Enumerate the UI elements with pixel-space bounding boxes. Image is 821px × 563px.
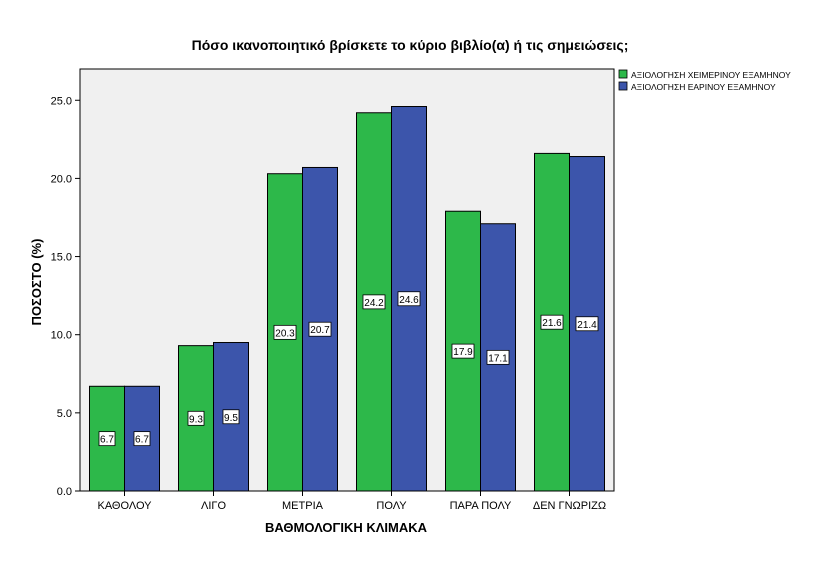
data-label: 17.1 xyxy=(488,353,508,364)
data-label-box xyxy=(397,291,421,307)
data-label-box xyxy=(540,314,564,330)
y-tick-label: 5.0 xyxy=(57,408,72,420)
x-tick-label: ΠΑΡΑ ΠΟΛΥ xyxy=(450,500,512,512)
y-tick-label: 20.0 xyxy=(51,173,72,185)
data-label-box xyxy=(187,410,205,426)
data-label-box xyxy=(273,324,297,340)
legend: ΑΞΙΟΛΟΓΗΣΗ ΧΕΙΜΕΡΙΝΟΥ ΕΞΑΜΗΝΟΥ ΑΞΙΟΛΟΓΗΣΗ… xyxy=(618,69,791,92)
plot-area: 0.0 5.0 10.0 15.0 20.0 25.0 ΚΑΘΟΛΟΥ 6.7 6.7 ΛΙΓΟ 9… xyxy=(51,68,615,512)
y-tick-label: 25.0 xyxy=(51,95,72,107)
data-label-box xyxy=(451,343,475,359)
y-axis-label: ΠΟΣΟΣΤΟ (%) xyxy=(29,239,44,326)
data-label-box xyxy=(222,409,240,425)
data-label-box xyxy=(486,349,510,365)
data-label: 24.2 xyxy=(364,298,384,309)
plot-background xyxy=(79,68,615,492)
data-label: 20.3 xyxy=(275,328,295,339)
chart-title: Πόσο ικανοποιητικό βρίσκετε το κύριο βιβ… xyxy=(192,37,629,53)
legend-swatch xyxy=(618,81,628,91)
data-label: 9.5 xyxy=(224,413,238,424)
data-label-box xyxy=(98,431,116,447)
x-tick-label: ΜΕΤΡΙΑ xyxy=(282,500,324,512)
y-tick-label: 0.0 xyxy=(57,486,72,498)
legend-label: ΑΞΙΟΛΟΓΗΣΗ ΧΕΙΜΕΡΙΝΟΥ ΕΞΑΜΗΝΟΥ xyxy=(631,70,791,80)
x-tick-label: ΛΙΓΟ xyxy=(201,500,226,512)
x-tick-label: ΚΑΘΟΛΟΥ xyxy=(97,500,152,512)
data-label: 6.7 xyxy=(100,435,114,446)
data-label-box xyxy=(575,316,599,332)
x-axis-label: ΒΑΘΜΟΛΟΓΙΚΗ ΚΛΙΜΑΚΑ xyxy=(265,520,428,535)
legend-swatch xyxy=(618,69,628,79)
data-label-box xyxy=(133,431,151,447)
data-label: 24.6 xyxy=(399,295,419,306)
data-label: 17.9 xyxy=(453,347,473,358)
data-label: 6.7 xyxy=(135,435,149,446)
y-tick-label: 15.0 xyxy=(51,252,72,264)
data-label-box xyxy=(362,294,386,310)
data-label: 9.3 xyxy=(189,414,203,425)
legend-label: ΑΞΙΟΛΟΓΗΣΗ ΕΑΡΙΝΟΥ ΕΞΑΜΗΝΟΥ xyxy=(631,82,776,92)
data-label: 20.7 xyxy=(310,325,330,336)
x-tick-label: ΠΟΛΥ xyxy=(376,500,407,512)
data-label-box xyxy=(308,321,332,337)
data-label: 21.4 xyxy=(577,320,597,331)
x-tick-label: ΔΕΝ ΓΝΩΡΙΖΩ xyxy=(533,500,606,512)
y-tick-label: 10.0 xyxy=(51,330,72,342)
data-label: 21.6 xyxy=(542,318,562,329)
